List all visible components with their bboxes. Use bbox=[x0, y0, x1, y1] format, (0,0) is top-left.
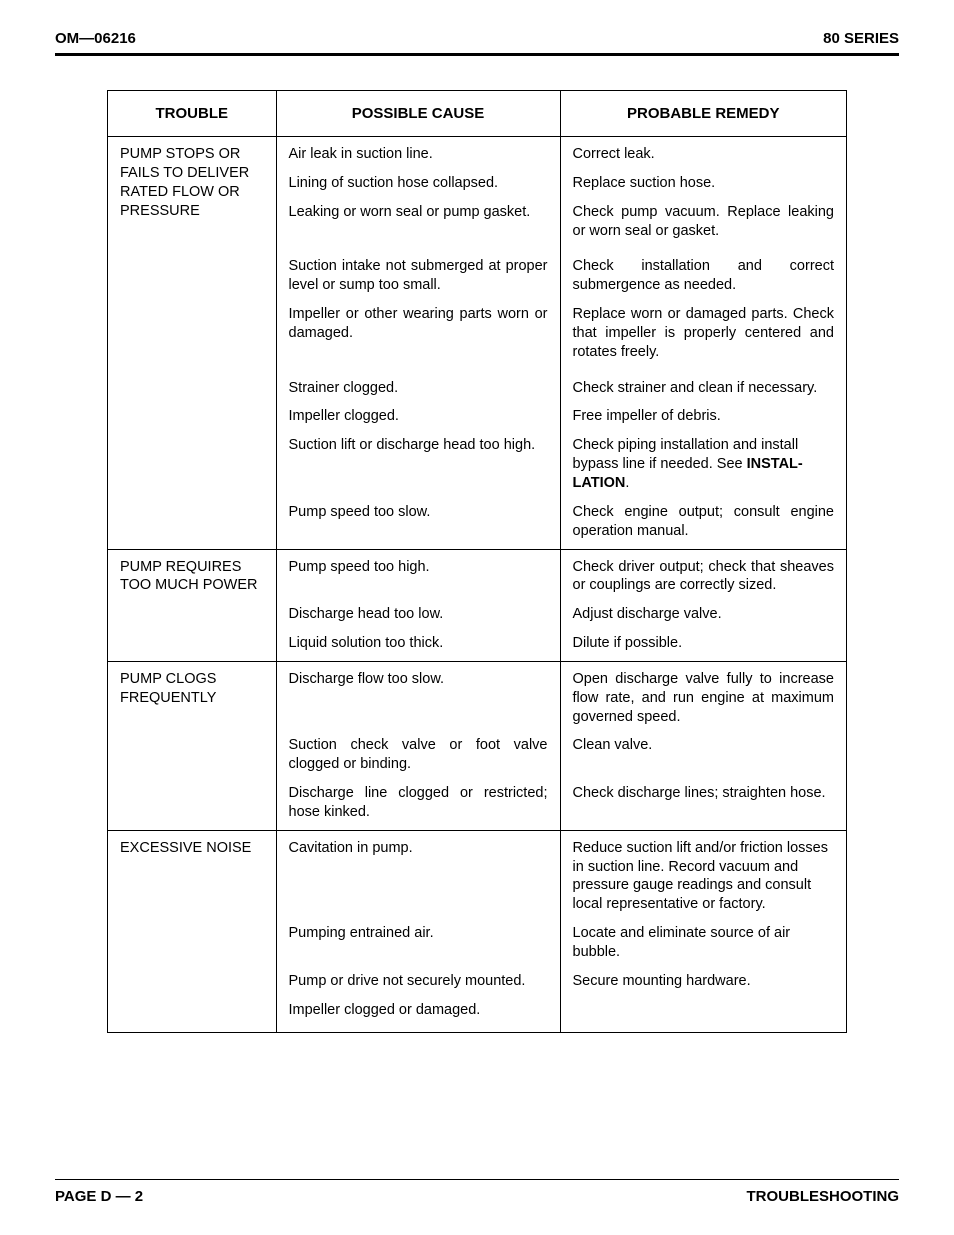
cause-cell: Pump or drive not securely mounted. bbox=[276, 967, 560, 996]
footer-left: PAGE D — 2 bbox=[55, 1188, 143, 1205]
cause-cell: Leaking or worn seal or pump gasket. bbox=[276, 198, 560, 246]
cause-cell: Discharge head too low. bbox=[276, 600, 560, 629]
remedy-cell: Free impeller of debris. bbox=[560, 402, 846, 431]
cause-cell: Impeller clogged or damaged. bbox=[276, 996, 560, 1032]
trouble-cell: EXCESSIVE NOISE bbox=[108, 830, 276, 1031]
troubleshooting-table-wrap: TROUBLE POSSIBLE CAUSE PROBABLE REMEDY P… bbox=[107, 90, 847, 1033]
remedy-cell: Check strainer and clean if neces­sary. bbox=[560, 367, 846, 403]
header-left: OM—06216 bbox=[55, 30, 136, 47]
cause-cell: Air leak in suction line. bbox=[276, 137, 560, 169]
page: OM—06216 80 SERIES TROUBLE POSSIBLE CAUS… bbox=[0, 0, 954, 1235]
table-body: PUMP STOPS OR FAILS TO DELIVER RATED FLO… bbox=[108, 137, 846, 1032]
footer-row: PAGE D — 2 TROUBLESHOOTING bbox=[55, 1188, 899, 1205]
col-header-cause: POSSIBLE CAUSE bbox=[276, 91, 560, 137]
cause-cell: Liquid solution too thick. bbox=[276, 629, 560, 661]
cause-cell: Suction intake not submerged at proper l… bbox=[276, 245, 560, 300]
trouble-cell: PUMP REQUIRES TOO MUCH POWER bbox=[108, 549, 276, 661]
trouble-cell: PUMP STOPS OR FAILS TO DELIVER RATED FLO… bbox=[108, 137, 276, 550]
remedy-cell: Check pump vacuum. Replace leaking or wo… bbox=[560, 198, 846, 246]
remedy-cell: Check discharge lines; straighten hose. bbox=[560, 779, 846, 830]
table-row: PUMP CLOGS FREQUENTLYDischarge flow too … bbox=[108, 661, 846, 731]
remedy-cell: Clean valve. bbox=[560, 731, 846, 779]
col-header-remedy: PROBABLE REMEDY bbox=[560, 91, 846, 137]
trouble-cell: PUMP CLOGS FREQUENTLY bbox=[108, 661, 276, 830]
cause-cell: Suction lift or discharge head too high. bbox=[276, 431, 560, 498]
remedy-cell bbox=[560, 996, 846, 1032]
cause-cell: Discharge flow too slow. bbox=[276, 661, 560, 731]
remedy-cell: Correct leak. bbox=[560, 137, 846, 169]
troubleshooting-table: TROUBLE POSSIBLE CAUSE PROBABLE REMEDY P… bbox=[108, 91, 846, 1032]
remedy-cell: Reduce suction lift and/or friction loss… bbox=[560, 830, 846, 919]
table-row: PUMP REQUIRES TOO MUCH POWERPump speed t… bbox=[108, 549, 846, 600]
remedy-cell: Replace worn or damaged parts. Check tha… bbox=[560, 300, 846, 367]
cause-cell: Cavitation in pump. bbox=[276, 830, 560, 919]
remedy-cell: Check engine output; consult en­gine ope… bbox=[560, 498, 846, 549]
remedy-cell: Replace suction hose. bbox=[560, 169, 846, 198]
cause-cell: Lining of suction hose collapsed. bbox=[276, 169, 560, 198]
page-footer: PAGE D — 2 TROUBLESHOOTING bbox=[55, 1179, 899, 1205]
table-row: EXCESSIVE NOISECavitation in pump.Reduce… bbox=[108, 830, 846, 919]
remedy-cell: Check piping installation and install by… bbox=[560, 431, 846, 498]
cause-cell: Pump speed too slow. bbox=[276, 498, 560, 549]
footer-rule bbox=[55, 1179, 899, 1180]
cause-cell: Pumping entrained air. bbox=[276, 919, 560, 967]
cause-cell: Impeller or other wearing parts worn or … bbox=[276, 300, 560, 367]
remedy-cell: Locate and eliminate source of air bubbl… bbox=[560, 919, 846, 967]
table-header-row: TROUBLE POSSIBLE CAUSE PROBABLE REMEDY bbox=[108, 91, 846, 137]
remedy-cell: Secure mounting hardware. bbox=[560, 967, 846, 996]
cause-cell: Strainer clogged. bbox=[276, 367, 560, 403]
remedy-cell: Adjust discharge valve. bbox=[560, 600, 846, 629]
cause-cell: Pump speed too high. bbox=[276, 549, 560, 600]
remedy-cell: Dilute if possible. bbox=[560, 629, 846, 661]
footer-right: TROUBLESHOOTING bbox=[747, 1188, 900, 1205]
header-rule bbox=[55, 53, 899, 56]
cause-cell: Suction check valve or foot valve clogge… bbox=[276, 731, 560, 779]
remedy-cell: Open discharge valve fully to in­crease … bbox=[560, 661, 846, 731]
header-right: 80 SERIES bbox=[823, 30, 899, 47]
table-row: PUMP STOPS OR FAILS TO DELIVER RATED FLO… bbox=[108, 137, 846, 169]
remedy-cell: Check installation and correct submergen… bbox=[560, 245, 846, 300]
cause-cell: Impeller clogged. bbox=[276, 402, 560, 431]
cause-cell: Discharge line clogged or restricted; ho… bbox=[276, 779, 560, 830]
page-header: OM—06216 80 SERIES bbox=[55, 30, 899, 53]
col-header-trouble: TROUBLE bbox=[108, 91, 276, 137]
remedy-cell: Check driver output; check that sheaves … bbox=[560, 549, 846, 600]
